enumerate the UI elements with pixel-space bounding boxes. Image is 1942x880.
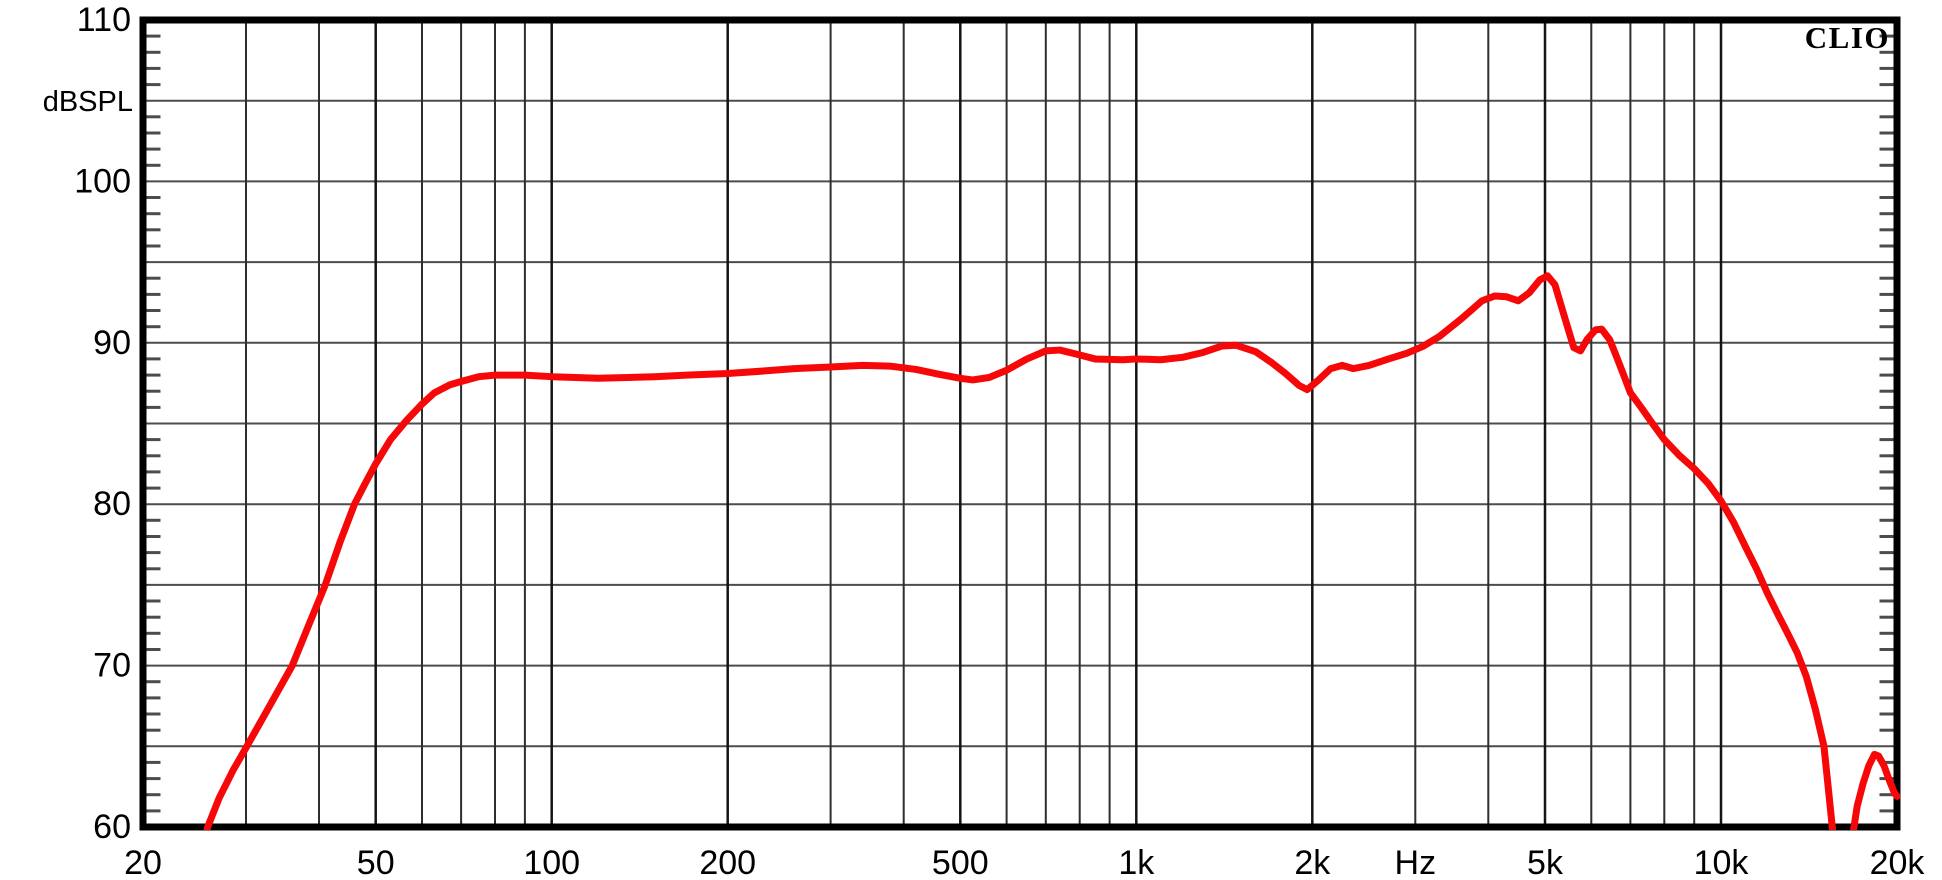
x-tick-label-2k: 2k [1294, 844, 1331, 880]
x-tick-label-20: 20 [124, 844, 162, 880]
y-tick-label-90: 90 [93, 324, 131, 362]
y-tick-label-110: 110 [77, 1, 131, 39]
x-tick-label-200: 200 [699, 844, 756, 880]
x-tick-label-500: 500 [932, 844, 989, 880]
x-tick-label-5k: 5k [1527, 844, 1564, 880]
curve-layer [203, 272, 1900, 830]
x-tick-label-20k: 20k [1870, 844, 1926, 880]
x-tick-label-100: 100 [523, 844, 580, 880]
brand-logo: CLIO [1805, 20, 1890, 55]
x-tick-label-10k: 10k [1694, 844, 1750, 880]
x-tick-label-50: 50 [357, 844, 395, 880]
tick-layer [146, 34, 1894, 813]
plot-frame [139, 16, 1901, 831]
y-tick-label-100: 100 [74, 162, 131, 200]
grid-layer [143, 20, 1897, 827]
y-tick-label-80: 80 [93, 485, 131, 523]
y-tick-label-60: 60 [93, 808, 131, 846]
y-axis-unit-label: dBSPL [43, 86, 133, 118]
plot-frame-rect [139, 16, 1901, 831]
x-tick-label-1k: 1k [1118, 844, 1155, 880]
x-axis-unit-label: Hz [1395, 844, 1437, 880]
frequency-response-curve [203, 272, 1900, 830]
y-tick-label-70: 70 [93, 647, 131, 685]
